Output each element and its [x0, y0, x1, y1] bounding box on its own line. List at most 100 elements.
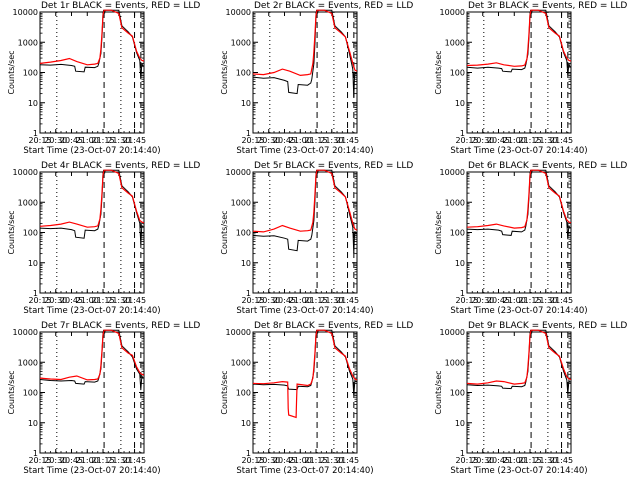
- series-group: [253, 9, 357, 98]
- chart-panel-3: Det 3r BLACK = Events, RED = LLD 1 10 100 10…: [434, 1, 627, 156]
- plot-frame: [39, 331, 145, 454]
- y-tick-label: 1000: [18, 38, 38, 47]
- y-axis-label: Counts/sec: [220, 50, 229, 94]
- y-tick-label: 10: [28, 99, 38, 108]
- y-tick-label: 1: [460, 449, 465, 458]
- y-tick-label: 10: [241, 259, 251, 268]
- y-tick-label: 10: [455, 419, 465, 428]
- chart-panel-1: Det 1r BLACK = Events, RED = LLD 1 10 100 10…: [7, 1, 200, 156]
- y-tick-label: 1: [33, 289, 38, 298]
- x-tick-label: 20:45: [273, 136, 296, 145]
- x-tick-label: 21:45: [550, 296, 573, 305]
- chart-panel-5: Det 5r BLACK = Events, RED = LLD 1 10 100 10…: [220, 161, 413, 316]
- y-axis-label: Counts/sec: [7, 210, 16, 254]
- y-tick-label: 100: [23, 229, 38, 238]
- x-tick-label: 20:15: [455, 296, 478, 305]
- series-line-events: [253, 169, 357, 254]
- x-tick-label: 21:30: [534, 296, 557, 305]
- y-tick-label: 1: [246, 129, 251, 138]
- y-tick-label: 1000: [18, 198, 38, 207]
- x-tick-label: 21:00: [289, 136, 312, 145]
- y-tick-label: 100: [450, 69, 465, 78]
- chart-panel-7: Det 7r BLACK = Events, RED = LLD 1 10 100 10…: [7, 321, 200, 476]
- plot-frame: [252, 331, 358, 454]
- x-tick-label: 21:45: [123, 296, 146, 305]
- x-tick-label: 21:15: [304, 296, 327, 305]
- series-line-events: [253, 329, 357, 396]
- x-tick-label: 20:30: [44, 136, 67, 145]
- x-tick-label: 20:45: [487, 296, 510, 305]
- x-tick-label: 21:45: [336, 136, 359, 145]
- series-group: [467, 9, 571, 76]
- x-tick-label: 20:45: [60, 456, 83, 465]
- y-tick-label: 10: [28, 259, 38, 268]
- x-tick-label: 21:45: [336, 296, 359, 305]
- x-tick-label: 21:00: [76, 136, 99, 145]
- chart-panel-4: Det 4r BLACK = Events, RED = LLD 1 10 100 10…: [7, 161, 200, 316]
- y-axis-label: Counts/sec: [434, 50, 443, 94]
- x-tick-label: 20:30: [44, 456, 67, 465]
- y-axis-label: Counts/sec: [220, 370, 229, 414]
- x-tick-label: 21:45: [123, 136, 146, 145]
- x-tick-label: 21:15: [91, 456, 114, 465]
- y-tick-label: 10: [241, 419, 251, 428]
- x-tick-label: 21:00: [76, 296, 99, 305]
- y-tick-label: 10000: [226, 328, 251, 337]
- series-line-lld: [40, 329, 144, 381]
- y-tick-label: 10: [455, 259, 465, 268]
- y-tick-label: 10000: [440, 8, 465, 17]
- x-tick-label: 20:30: [44, 296, 67, 305]
- chart-title: Det 6r BLACK = Events, RED = LLD: [468, 161, 627, 171]
- x-tick-label: 21:15: [91, 136, 114, 145]
- x-tick-label: 20:45: [60, 296, 83, 305]
- y-tick-label: 100: [450, 389, 465, 398]
- x-tick-label: 21:00: [503, 456, 526, 465]
- y-tick-label: 1000: [18, 358, 38, 367]
- x-tick-label: 20:30: [471, 296, 494, 305]
- series-line-events: [40, 169, 144, 245]
- y-tick-label: 1000: [445, 38, 465, 47]
- x-tick-label: 20:15: [241, 296, 264, 305]
- x-axis-label: Start Time (23-Oct-07 20:14:40): [450, 466, 587, 476]
- chart-title: Det 5r BLACK = Events, RED = LLD: [254, 161, 413, 171]
- x-axis-label: Start Time (23-Oct-07 20:14:40): [23, 466, 160, 476]
- x-tick-label: 21:15: [304, 456, 327, 465]
- x-tick-label: 20:15: [455, 456, 478, 465]
- series-line-lld: [253, 169, 357, 233]
- y-tick-label: 10000: [13, 168, 38, 177]
- x-tick-label: 20:15: [241, 136, 264, 145]
- x-tick-label: 21:30: [107, 456, 130, 465]
- x-tick-label: 20:45: [487, 136, 510, 145]
- y-tick-label: 1: [246, 449, 251, 458]
- x-tick-label: 21:00: [76, 456, 99, 465]
- x-tick-label: 21:45: [550, 136, 573, 145]
- y-tick-label: 10000: [440, 328, 465, 337]
- x-tick-label: 20:15: [455, 136, 478, 145]
- y-tick-label: 100: [450, 229, 465, 238]
- chart-panel-9: Det 9r BLACK = Events, RED = LLD 1 10 100 10…: [434, 321, 627, 476]
- series-line-lld: [253, 9, 357, 77]
- plot-frame: [466, 331, 572, 454]
- x-tick-label: 20:45: [487, 456, 510, 465]
- series-line-lld: [40, 9, 144, 66]
- chart-title: Det 8r BLACK = Events, RED = LLD: [254, 321, 413, 331]
- x-axis-label: Start Time (23-Oct-07 20:14:40): [23, 146, 160, 156]
- y-tick-label: 1: [33, 129, 38, 138]
- x-axis-label: Start Time (23-Oct-07 20:14:40): [23, 306, 160, 316]
- series-line-events: [467, 329, 571, 394]
- y-tick-label: 10: [455, 99, 465, 108]
- x-axis-label: Start Time (23-Oct-07 20:14:40): [236, 306, 373, 316]
- x-tick-label: 21:30: [320, 136, 343, 145]
- y-tick-label: 10000: [226, 168, 251, 177]
- x-tick-label: 20:15: [28, 136, 51, 145]
- y-tick-label: 10000: [226, 8, 251, 17]
- x-tick-label: 21:15: [518, 136, 541, 145]
- series-group: [40, 329, 144, 391]
- x-tick-label: 21:30: [534, 136, 557, 145]
- y-tick-label: 10000: [13, 8, 38, 17]
- x-tick-label: 20:45: [273, 296, 296, 305]
- series-line-lld: [467, 9, 571, 67]
- x-tick-label: 21:30: [107, 296, 130, 305]
- y-axis-label: Counts/sec: [7, 370, 16, 414]
- y-tick-label: 1: [460, 129, 465, 138]
